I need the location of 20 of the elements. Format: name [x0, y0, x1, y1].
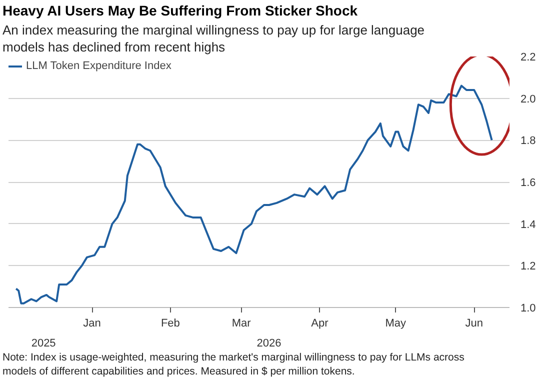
- text: 2025: [31, 338, 56, 350]
- y-tick-label: 1.2: [520, 260, 536, 273]
- x-tick-label: Mar: [232, 318, 252, 330]
- x-tick-label: May: [385, 318, 407, 330]
- x-tick-label: Jan: [83, 318, 101, 330]
- x-tick-label: Feb: [160, 318, 180, 330]
- text: 2026: [256, 338, 282, 350]
- x-tick-label: Apr: [311, 318, 329, 330]
- y-tick-label: 1.6: [520, 177, 536, 189]
- text: Note: Index is usage-weighted, measuring the market's marginal willingness to pay for LLMs across models of different capabilities and prices. Measured in $ per million tokens.: [2, 352, 464, 377]
- y-tick-label: 1.0: [520, 302, 536, 314]
- y-tick-label: 1.4: [520, 218, 536, 231]
- y-tick-label: 1.8: [520, 135, 536, 148]
- y-tick-label: 2.2: [520, 52, 536, 64]
- legend-label: LLM Token Expenditure Index: [26, 60, 172, 72]
- line-series: [15, 84, 493, 304]
- x-tick-label: Jun: [465, 318, 483, 330]
- chart-subtitle: An index measuring the marginal willingness to pay up for large language models has declined from recent highs: [2, 22, 425, 54]
- chart-title: Heavy AI Users May Be Suffering From Sticker Shock: [2, 2, 358, 18]
- y-tick-label: 2.0: [520, 93, 536, 106]
